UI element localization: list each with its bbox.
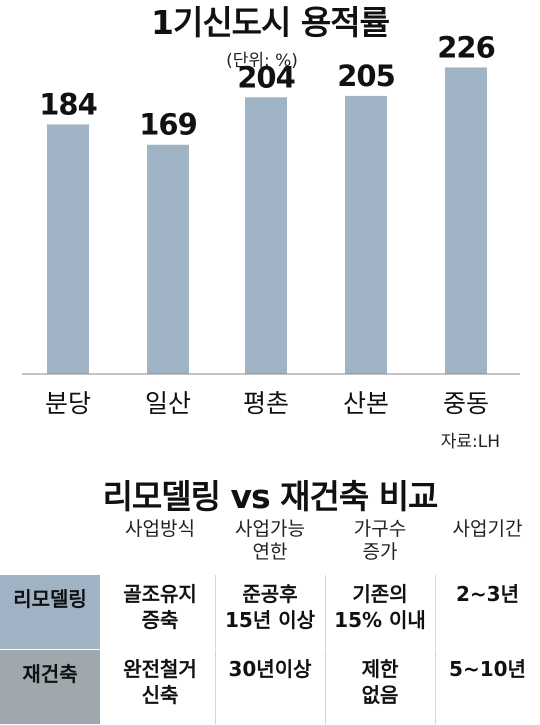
- table-title: 리모델링 vs 재건축 비교: [102, 477, 439, 516]
- cell-reconstruction-households: 제한 없음: [325, 650, 435, 724]
- x-tick-labels: 분당 일산 평촌 산본 중동: [45, 389, 489, 418]
- cell-line: 골조유지: [123, 582, 197, 606]
- table-row-remodeling: 리모델링 골조유지 증축 준공후 15년 이상 기존의 15% 이내 2~3년: [0, 575, 540, 649]
- data-label-평촌: 204: [237, 60, 295, 94]
- cell-line: 제한: [361, 657, 399, 681]
- bar-평촌: [245, 97, 287, 374]
- cell-remodeling-method: 골조유지 증축: [105, 575, 215, 649]
- cell-line: 신축: [141, 683, 179, 707]
- data-label-산본: 205: [337, 59, 395, 93]
- data-label-중동: 226: [437, 30, 495, 64]
- bars-group: 184 169 204 205 226: [39, 30, 496, 375]
- cell-line: 없음: [361, 683, 399, 707]
- cell-line: 준공후: [242, 582, 298, 606]
- row-label-reconstruction: 재건축: [0, 650, 100, 724]
- x-tick-label-분당: 분당: [45, 389, 91, 418]
- cell-line: 15% 이내: [334, 608, 426, 632]
- cell-line: 15년 이상: [225, 608, 315, 632]
- data-label-일산: 169: [139, 108, 197, 142]
- cell-line: 2~3년: [456, 582, 519, 606]
- header-method-line: 사업방식: [125, 518, 195, 540]
- column-divider: [215, 650, 216, 724]
- bar-일산: [147, 144, 189, 374]
- bar-chart: 1기신도시 용적률 (단위: %) 184 169 204 205 226 분당 일산 평촌…: [22, 3, 520, 452]
- header-age: 사업가능 연한: [215, 518, 325, 564]
- x-tick-label-일산: 일산: [145, 389, 191, 418]
- x-tick-label-중동: 중동: [443, 389, 489, 418]
- bar-중동: [445, 67, 487, 374]
- column-divider: [435, 650, 436, 724]
- data-label-분당: 184: [39, 87, 97, 121]
- bar-산본: [345, 95, 387, 375]
- header-method: 사업방식: [105, 518, 215, 541]
- header-households-line1: 가구수: [353, 518, 407, 540]
- cell-reconstruction-method: 완전철거 신축: [105, 650, 215, 724]
- cell-remodeling-period: 2~3년: [435, 575, 540, 649]
- cell-line: 증축: [141, 608, 179, 632]
- header-households-line2: 증가: [362, 541, 398, 563]
- column-divider: [435, 575, 436, 649]
- bar-분당: [47, 124, 89, 375]
- cell-reconstruction-age: 30년이상: [215, 650, 325, 724]
- header-period: 사업기간: [435, 518, 540, 541]
- table-row-reconstruction: 재건축 완전철거 신축 30년이상 제한 없음 5~10년: [0, 650, 540, 724]
- cell-line: 5~10년: [449, 657, 526, 681]
- header-period-line: 사업기간: [452, 518, 523, 540]
- header-age-line2: 연한: [252, 541, 288, 563]
- chart-source: 자료:LH: [441, 432, 500, 452]
- cell-remodeling-households: 기존의 15% 이내: [325, 575, 435, 649]
- column-divider: [325, 575, 326, 649]
- header-households: 가구수 증가: [325, 518, 435, 564]
- header-age-line1: 사업가능: [235, 518, 305, 540]
- cell-reconstruction-period: 5~10년: [435, 650, 540, 724]
- chart-title: 1기신도시 용적률: [151, 3, 390, 42]
- row-label-remodeling: 리모델링: [0, 575, 100, 649]
- x-tick-label-평촌: 평촌: [243, 389, 289, 418]
- cell-remodeling-age: 준공후 15년 이상: [215, 575, 325, 649]
- cell-line: 완전철거: [123, 657, 197, 681]
- column-divider: [215, 575, 216, 649]
- cell-line: 기존의: [352, 582, 408, 606]
- chart-subtitle: (단위: %): [226, 51, 298, 71]
- cell-line: 30년이상: [228, 657, 312, 681]
- column-divider: [325, 650, 326, 724]
- x-tick-label-산본: 산본: [343, 389, 389, 418]
